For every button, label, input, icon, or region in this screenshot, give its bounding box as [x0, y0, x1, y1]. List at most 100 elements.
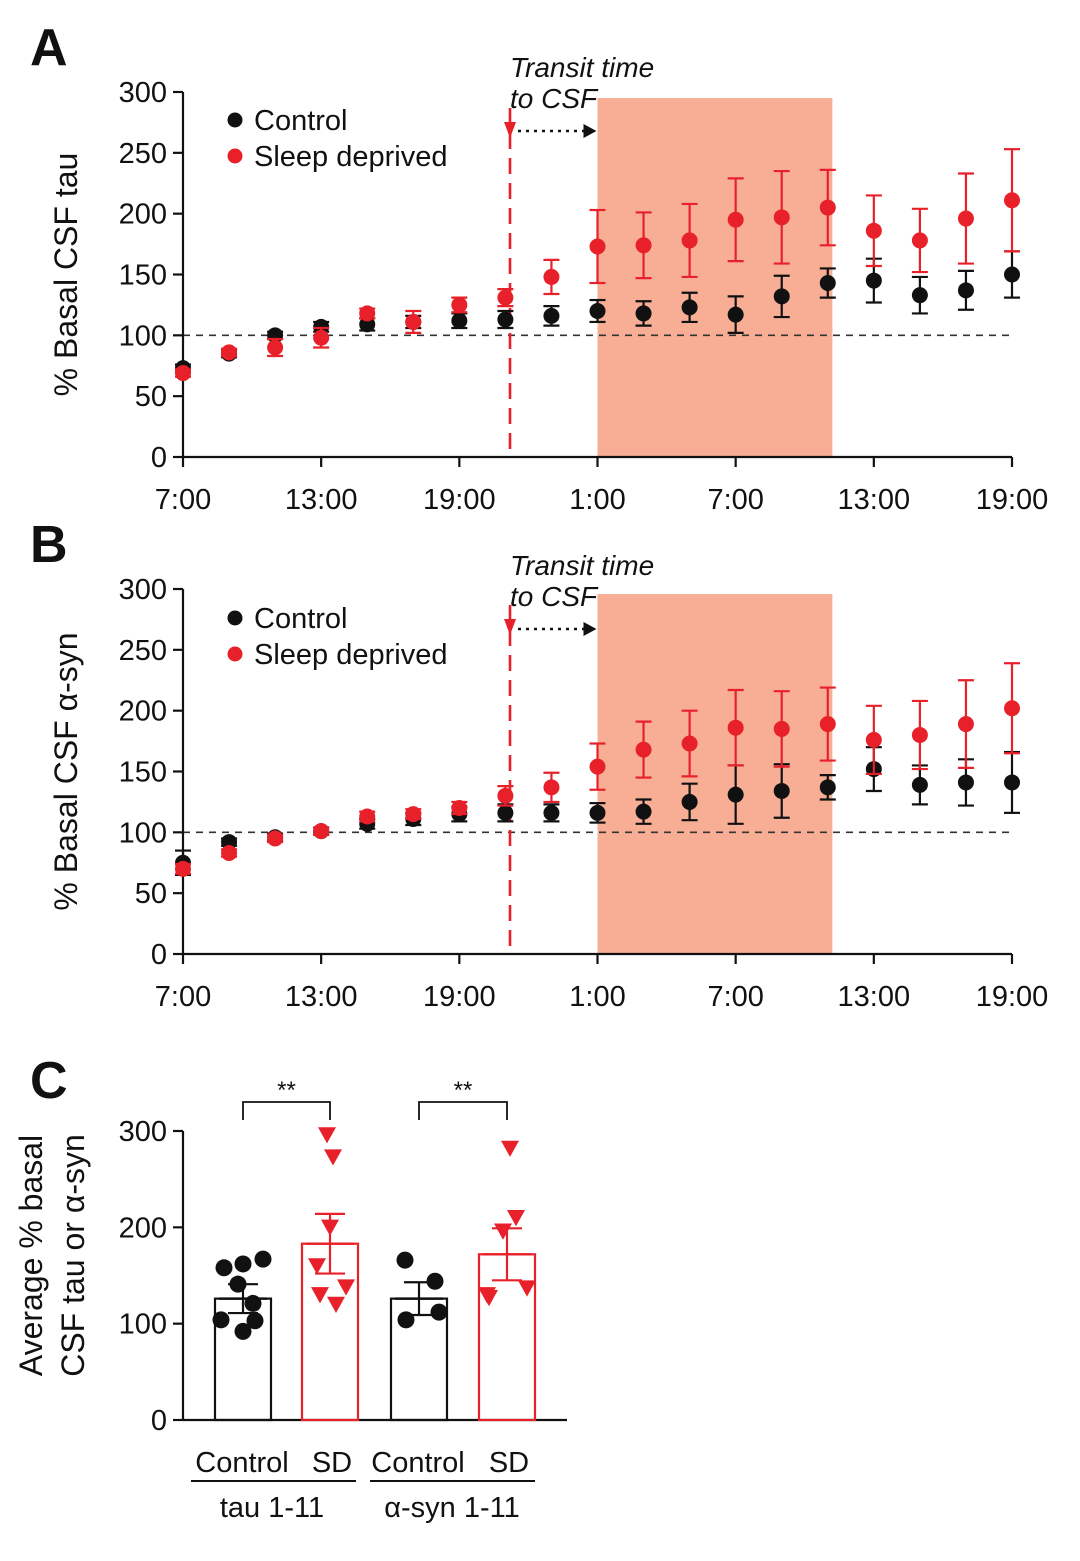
panel-b-point-sd: [911, 727, 928, 743]
panel-b-y-tick-label: 300: [119, 574, 167, 606]
panel-a-point-sd: [727, 211, 744, 228]
panel-a-point-control: [865, 272, 882, 289]
panel-a-point-control: [313, 318, 330, 335]
panel-a-x-tick-label: 7:00: [707, 484, 763, 516]
panel-c-point-control: [246, 1312, 264, 1330]
panel-b-point-sd: [727, 719, 744, 736]
panel-a-annotation-line1: Transit time: [510, 52, 654, 83]
panel-c-significance-bracket: [242, 1101, 331, 1120]
panel-a-marker-arrowhead: [503, 122, 516, 138]
panel-a-point-control: [543, 307, 560, 324]
panel-b-point-control: [681, 793, 698, 810]
panel-b-point-sd: [267, 830, 284, 847]
panel-c-group-label: α-syn 1-11: [384, 1492, 520, 1524]
panel-b-point-control: [911, 776, 928, 793]
panel-a-y-tick-label: 150: [119, 260, 167, 292]
panel-a-y-tick-label: 300: [119, 77, 167, 109]
panel-a-x-tick-label: 19:00: [976, 484, 1049, 516]
panel-a-point-sd: [957, 210, 974, 227]
panel-a-point-control: [681, 299, 698, 316]
panel-c-point-control: [234, 1322, 252, 1340]
panel-a-x-tick-label: 7:00: [155, 484, 211, 516]
panel-a-transit-arrowhead: [583, 124, 597, 138]
panel-b-point-control: [543, 804, 560, 821]
panel-b-annotation-line1: Transit time: [510, 550, 654, 581]
panel-c-point-sd: [480, 1290, 498, 1307]
panel-a-point-control: [727, 306, 744, 323]
panel-a-point-sd: [865, 222, 882, 239]
panel-b-point-control: [957, 774, 974, 791]
panel-a-legend-label-control: Control: [254, 105, 348, 137]
panel-a-point-sd: [911, 232, 928, 249]
panel-a-legend-marker-sd: [227, 148, 243, 164]
panel-b-x-tick-label: 19:00: [423, 981, 496, 1013]
panel-b-point-sd: [405, 806, 422, 823]
panel-c-category-label: SD: [312, 1447, 352, 1479]
panel-c-point-control: [426, 1272, 444, 1290]
panel-c-category-label: Control: [195, 1447, 289, 1479]
panel-a-point-control: [451, 312, 468, 329]
panel-b-point-sd: [819, 716, 836, 733]
panel-c-y-tick-label: 200: [119, 1212, 167, 1244]
panel-a-point-sd: [497, 289, 514, 306]
panel-a-point-control: [497, 311, 514, 328]
panel-a-point-sd: [175, 365, 191, 382]
panel-b-point-control: [727, 786, 744, 803]
panel-c-point-control: [397, 1311, 415, 1329]
panel-b-legend-marker-control: [227, 610, 243, 626]
panel-c-point-control: [430, 1303, 448, 1321]
panel-b-point-sd: [359, 808, 376, 825]
panel-a-point-sd: [451, 296, 468, 313]
panel-b-point-sd: [1004, 700, 1020, 717]
panel-b-point-control: [497, 804, 514, 821]
panel-b-x-tick-label: 7:00: [155, 981, 211, 1013]
panel-a-point-sd: [543, 268, 560, 285]
panel-b-shaded-region: [597, 594, 833, 954]
panel-b-legend-label-sd: Sleep deprived: [254, 639, 447, 671]
panel-a-point-control: [819, 275, 836, 292]
panel-a-point-control: [589, 303, 606, 319]
panel-c-point-sd: [321, 1219, 339, 1236]
panel-c-point-sd: [311, 1287, 329, 1304]
panel-b-legend-label-control: Control: [254, 603, 348, 635]
panel-a-point-control: [635, 305, 652, 322]
panel-b-legend-marker-sd: [227, 646, 243, 662]
panel-a-y-tick-label: 50: [135, 381, 167, 413]
panel-c-y-axis-label-line1: Average % basal: [13, 1135, 49, 1376]
panel-b-marker-arrowhead: [503, 619, 516, 635]
panel-c-point-control: [229, 1275, 247, 1293]
panel-b-point-sd: [175, 860, 191, 877]
panel-c-point-control: [396, 1251, 414, 1269]
panel-c-y-tick-label: 300: [119, 1116, 167, 1148]
panel-b-point-sd: [773, 720, 790, 737]
panel-b-y-tick-label: 250: [119, 635, 167, 667]
panel-a-point-sd: [267, 339, 284, 356]
panel-b-point-control: [221, 834, 238, 851]
panel-b-x-tick-label: 13:00: [838, 981, 911, 1013]
panel-a-point-control: [359, 316, 376, 333]
panel-a-point-sd: [313, 329, 330, 346]
panel-c-point-sd: [337, 1279, 355, 1296]
panel-a-x-tick-label: 1:00: [569, 484, 625, 516]
panel-b-point-sd: [313, 823, 330, 840]
panel-b-point-sd: [681, 735, 698, 752]
panel-b-x-tick-label: 1:00: [569, 981, 625, 1013]
panel-a-y-tick-label: 0: [151, 442, 167, 474]
panel-a-point-control: [911, 287, 928, 304]
panel-b-point-sd: [543, 779, 560, 796]
panel-a-letter: A: [30, 19, 68, 77]
panel-b-point-control: [589, 804, 606, 821]
panel-a-y-tick-label: 250: [119, 138, 167, 170]
panel-c-point-sd: [494, 1223, 512, 1240]
panel-a-point-sd: [221, 344, 238, 361]
panel-c-point-sd: [518, 1280, 536, 1297]
panel-c-significance-label: **: [277, 1077, 296, 1104]
panel-b-x-tick-label: 7:00: [707, 981, 763, 1013]
panel-c-y-tick-label: 0: [151, 1405, 167, 1437]
panel-c-point-control: [234, 1255, 252, 1273]
panel-c-y-tick-label: 100: [119, 1309, 167, 1341]
panel-a-y-tick-label: 100: [119, 320, 167, 352]
panel-b-y-tick-label: 200: [119, 696, 167, 728]
